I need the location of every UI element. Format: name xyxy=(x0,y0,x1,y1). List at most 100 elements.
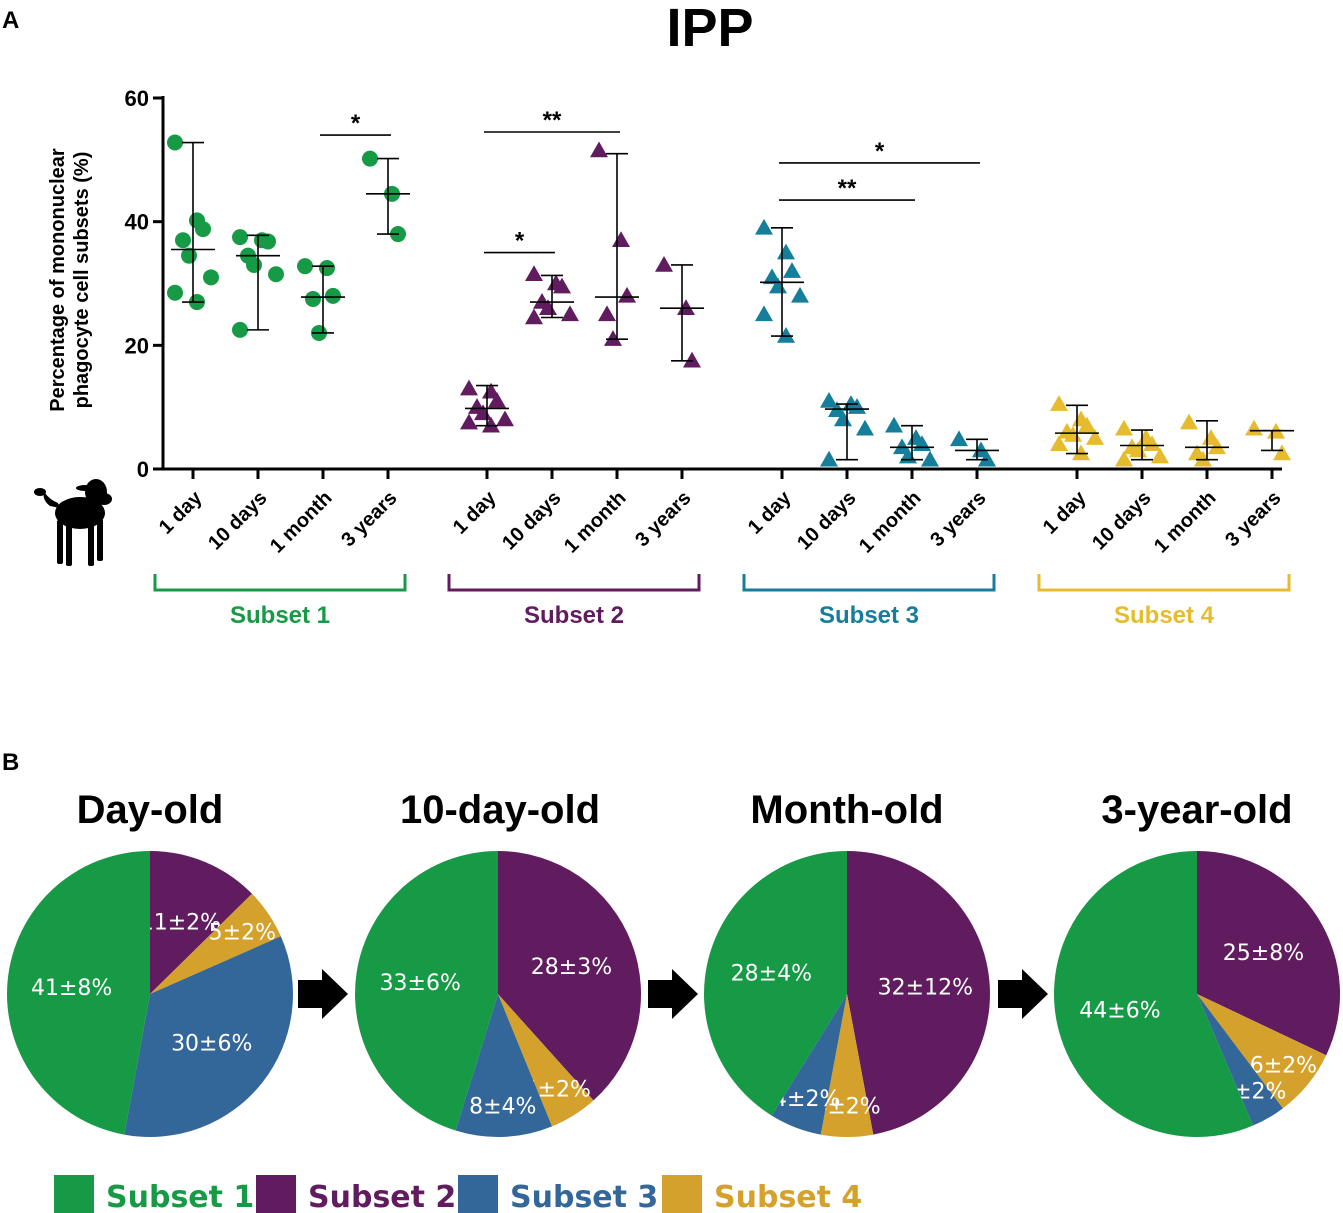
data-point xyxy=(297,258,313,275)
data-point xyxy=(921,450,939,467)
x-tick-label: 10 days xyxy=(1088,487,1155,554)
arrow-icon xyxy=(998,969,1048,1019)
y-tick-label: 40 xyxy=(125,210,149,235)
significance-label: * xyxy=(351,110,361,137)
x-tick-label: 1 month xyxy=(1150,487,1221,558)
data-point xyxy=(848,398,866,414)
lamb-icon xyxy=(34,479,112,566)
data-point xyxy=(232,321,248,338)
data-point xyxy=(561,305,579,322)
data-point xyxy=(618,286,636,303)
data-point xyxy=(232,229,248,246)
y-axis-label-line2: phagocyte cell subsets (%) xyxy=(71,152,93,409)
data-point xyxy=(777,327,795,343)
data-point xyxy=(598,305,616,322)
data-point xyxy=(590,141,608,158)
arrow-icon xyxy=(298,969,348,1019)
data-point xyxy=(246,256,262,273)
data-point xyxy=(260,233,276,250)
legend-label: Subset 4 xyxy=(714,1180,862,1213)
data-point xyxy=(1086,429,1104,445)
y-tick-label: 60 xyxy=(125,86,149,111)
pie-slice-label: 33±6% xyxy=(380,971,461,996)
data-point xyxy=(604,330,622,346)
x-tick-label: 1 day xyxy=(1039,486,1091,538)
pie-slice xyxy=(847,850,990,1135)
data-point xyxy=(319,260,335,277)
data-point xyxy=(763,268,781,285)
data-point xyxy=(783,262,801,278)
pie-slice-label: 5±2% xyxy=(209,920,276,945)
group-label: Subset 3 xyxy=(819,602,919,629)
data-point xyxy=(1072,444,1090,461)
group-bracket xyxy=(742,574,996,592)
group-label: Subset 4 xyxy=(1114,602,1215,629)
data-point xyxy=(1180,413,1198,430)
data-point xyxy=(195,221,211,238)
significance-label: ** xyxy=(543,107,562,134)
data-point xyxy=(525,308,543,325)
chart-title: IPP xyxy=(666,0,753,58)
legend-label: Subset 1 xyxy=(106,1180,254,1213)
pie-slice xyxy=(820,994,874,1137)
legend-label: Subset 3 xyxy=(510,1180,658,1213)
x-tick-label: 10 days xyxy=(204,487,271,554)
data-point xyxy=(1273,444,1291,461)
data-point xyxy=(893,438,911,455)
pie-slice-label: 25±8% xyxy=(1223,941,1304,966)
data-point xyxy=(612,231,630,247)
pie-slice-label: 28±4% xyxy=(731,961,812,986)
data-point xyxy=(1050,435,1068,452)
data-point xyxy=(167,134,183,151)
pie-slice xyxy=(1197,851,1340,1056)
pie-slice-label: 32±12% xyxy=(878,976,973,1001)
pie-slice xyxy=(455,994,553,1137)
data-point xyxy=(791,286,809,303)
legend-swatch xyxy=(54,1175,94,1213)
x-tick-label: 3 years xyxy=(1221,487,1285,551)
x-tick-label: 1 day xyxy=(155,486,207,538)
data-point xyxy=(1194,450,1212,467)
y-axis-label: Percentage of mononuclear phagocyte cell… xyxy=(47,148,93,412)
data-point xyxy=(362,150,378,167)
pie-slice xyxy=(1197,994,1327,1109)
pie-slice-label: 8±4% xyxy=(469,1094,536,1119)
group-bracket xyxy=(1037,574,1291,592)
panel-a-label: A xyxy=(2,7,19,34)
data-point xyxy=(203,269,219,286)
data-point xyxy=(553,277,571,294)
y-tick-label: 0 xyxy=(137,457,149,482)
y-axis-label-line1: Percentage of mononuclear xyxy=(47,148,69,412)
x-tick-label: 1 month xyxy=(266,487,337,558)
pie-title: 3-year-old xyxy=(1101,788,1292,832)
arrow-icon xyxy=(648,969,698,1019)
data-point xyxy=(777,243,795,260)
data-point xyxy=(268,266,284,283)
data-point xyxy=(175,232,191,249)
pie-charts: Day-old 11±2%5±2% 30±6% 41±8% 10-day-old 28±3… xyxy=(6,788,1340,1137)
data-point xyxy=(820,450,838,467)
data-point xyxy=(755,305,773,322)
legend-label: Subset 2 xyxy=(308,1180,456,1213)
pie-slice xyxy=(150,851,253,994)
data-point xyxy=(677,299,695,315)
pie-slice xyxy=(703,851,847,1116)
y-tick-label: 20 xyxy=(125,333,149,358)
x-tick-label: 1 day xyxy=(744,486,796,538)
legend-swatch xyxy=(662,1175,702,1213)
data-point xyxy=(482,416,500,433)
data-point xyxy=(1208,438,1226,455)
data-point xyxy=(820,391,838,408)
data-point xyxy=(1115,419,1133,436)
significance-label: * xyxy=(875,138,885,165)
pie-slice-label: 28±3% xyxy=(531,955,612,980)
pie-slice xyxy=(1197,994,1283,1126)
data-point xyxy=(978,450,996,467)
data-point xyxy=(655,255,673,272)
pie-slice xyxy=(124,936,294,1137)
data-point xyxy=(325,287,341,304)
x-tick-label: 10 days xyxy=(498,487,565,554)
data-point xyxy=(1115,450,1133,467)
legend-swatch xyxy=(458,1175,498,1213)
